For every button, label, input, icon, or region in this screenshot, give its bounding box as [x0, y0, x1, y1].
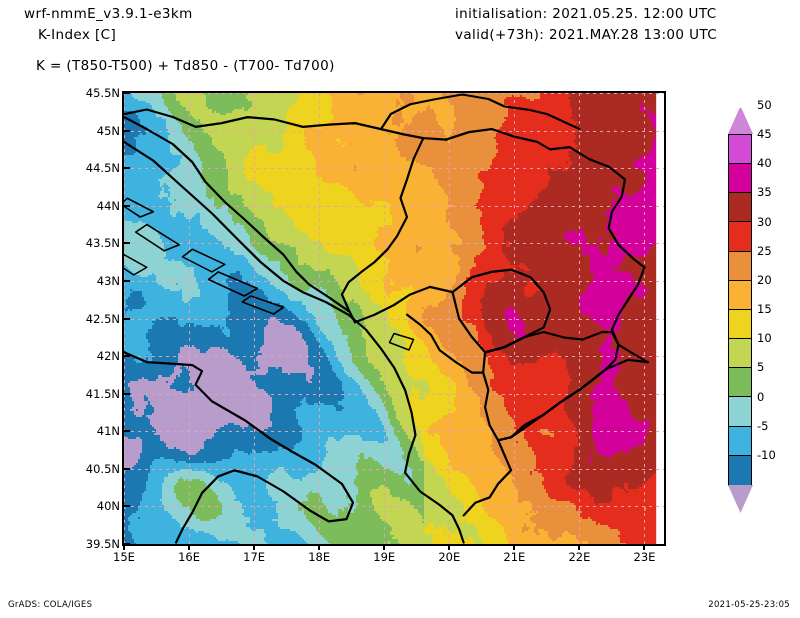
initialisation-time: initialisation: 2021.05.25. 12:00 UTC [455, 6, 717, 22]
colorbar-band [729, 164, 751, 194]
latitude-tick-label: 43.5N [85, 236, 120, 251]
longitude-tick-mark [383, 544, 386, 550]
colorbar-band [729, 193, 751, 223]
valid-time: valid(+73h): 2021.MAY.28 13:00 UTC [455, 27, 718, 43]
longitude-tick-mark [188, 544, 191, 550]
colorbar-band [729, 368, 751, 398]
colorbar-tick-label: 45 [757, 127, 772, 141]
colorbar-band [729, 397, 751, 427]
colorbar-tick-label: 15 [757, 302, 772, 316]
colorbar-band [729, 135, 751, 165]
colorbar-tick-label: 0 [757, 389, 765, 404]
longitude-tick-mark [253, 544, 256, 550]
colorbar-under-cap [728, 485, 753, 513]
colorbar-tick-label: 20 [757, 272, 772, 287]
latitude-tick-label: 41N [96, 424, 120, 439]
formula-label: K = (T850-T500) + Td850 - (T700- Td700) [36, 58, 335, 74]
latitude-tick-mark [124, 355, 130, 358]
longitude-tick-mark [643, 544, 646, 550]
colorbar-tick-label: 40 [757, 156, 772, 171]
colorbar-band [729, 280, 751, 310]
model-title: wrf-nmmE_v3.9.1-e3km [24, 6, 193, 22]
longitude-tick-label: 17E [243, 550, 266, 564]
longitude-tick-label: 19E [373, 550, 396, 564]
colorbar-bands [728, 134, 752, 486]
map-plot-area [122, 91, 666, 546]
latitude-axis: 39.5N 40N 40.5N 41N 41.5N 42N 42.5N 43N 43.5N 44N… [62, 86, 130, 551]
colorbar-band [729, 222, 751, 252]
longitude-tick-label: 18E [308, 550, 331, 564]
longitude-axis: 15E 16E 17E 18E 19E 20E 21E 22E 23E [113, 544, 664, 570]
kindex-field-canvas [124, 93, 664, 544]
longitude-tick-label: 20E [438, 550, 461, 564]
colorbar-tick-label: 10 [757, 331, 772, 346]
colorbar-legend: -10 -5 0 5 10 15 20 25 30 35 40 45 50 [724, 98, 794, 516]
colorbar-band [729, 309, 751, 340]
latitude-tick-mark [124, 204, 130, 207]
colorbar-over-cap [728, 106, 753, 134]
latitude-tick-label: 40N [96, 499, 120, 514]
longitude-tick-mark [123, 544, 125, 550]
latitude-tick-mark [124, 543, 130, 545]
latitude-tick-mark [124, 467, 130, 470]
latitude-tick-label: 40.5N [85, 461, 120, 476]
latitude-tick-mark [124, 430, 130, 433]
colorbar-tick-label: 30 [757, 214, 772, 229]
colorbar-tick-label: 35 [757, 185, 772, 200]
latitude-tick-label: 44N [96, 198, 120, 213]
latitude-tick-label: 45N [96, 123, 120, 138]
latitude-tick-label: 44.5N [85, 161, 120, 176]
latitude-tick-label: 45.5N [85, 86, 120, 100]
longitude-tick-label: 16E [178, 550, 200, 564]
latitude-tick-mark [124, 505, 130, 508]
latitude-tick-mark [124, 167, 130, 170]
colorbar-band [729, 426, 751, 456]
longitude-tick-label: 22E [568, 550, 591, 564]
longitude-tick-mark [513, 544, 516, 550]
latitude-tick-mark [124, 392, 130, 395]
longitude-tick-label: 21E [503, 550, 526, 564]
longitude-tick-mark [578, 544, 581, 550]
latitude-tick-mark [124, 317, 130, 320]
colorbar-band [729, 339, 751, 369]
colorbar-band [729, 455, 751, 485]
colorbar-tick-label: 5 [757, 360, 765, 375]
latitude-tick-label: 43N [96, 273, 120, 288]
latitude-tick-mark [124, 92, 130, 94]
field-title: K-Index [C] [38, 27, 117, 43]
colorbar-band [729, 251, 751, 281]
grads-credit: GrADS: COLA/IGES [8, 600, 93, 610]
latitude-tick-mark [124, 129, 130, 132]
colorbar-tick-label: 50 [757, 97, 772, 112]
longitude-tick-label: 15E [113, 550, 135, 564]
longitude-tick-mark [448, 544, 451, 550]
latitude-tick-label: 39.5N [85, 537, 120, 551]
latitude-tick-mark [124, 279, 130, 282]
colorbar-tick-label: 25 [757, 243, 772, 258]
longitude-tick-label: 23E [633, 550, 656, 564]
longitude-tick-mark [318, 544, 321, 550]
render-timestamp: 2021-05-25-23:05 [708, 600, 790, 610]
colorbar-tick-label: -5 [757, 418, 769, 433]
latitude-tick-label: 41.5N [85, 386, 120, 401]
latitude-tick-mark [124, 242, 130, 245]
latitude-tick-label: 42N [96, 349, 120, 364]
latitude-tick-label: 42.5N [85, 311, 120, 326]
colorbar-tick-label: -10 [757, 447, 776, 462]
